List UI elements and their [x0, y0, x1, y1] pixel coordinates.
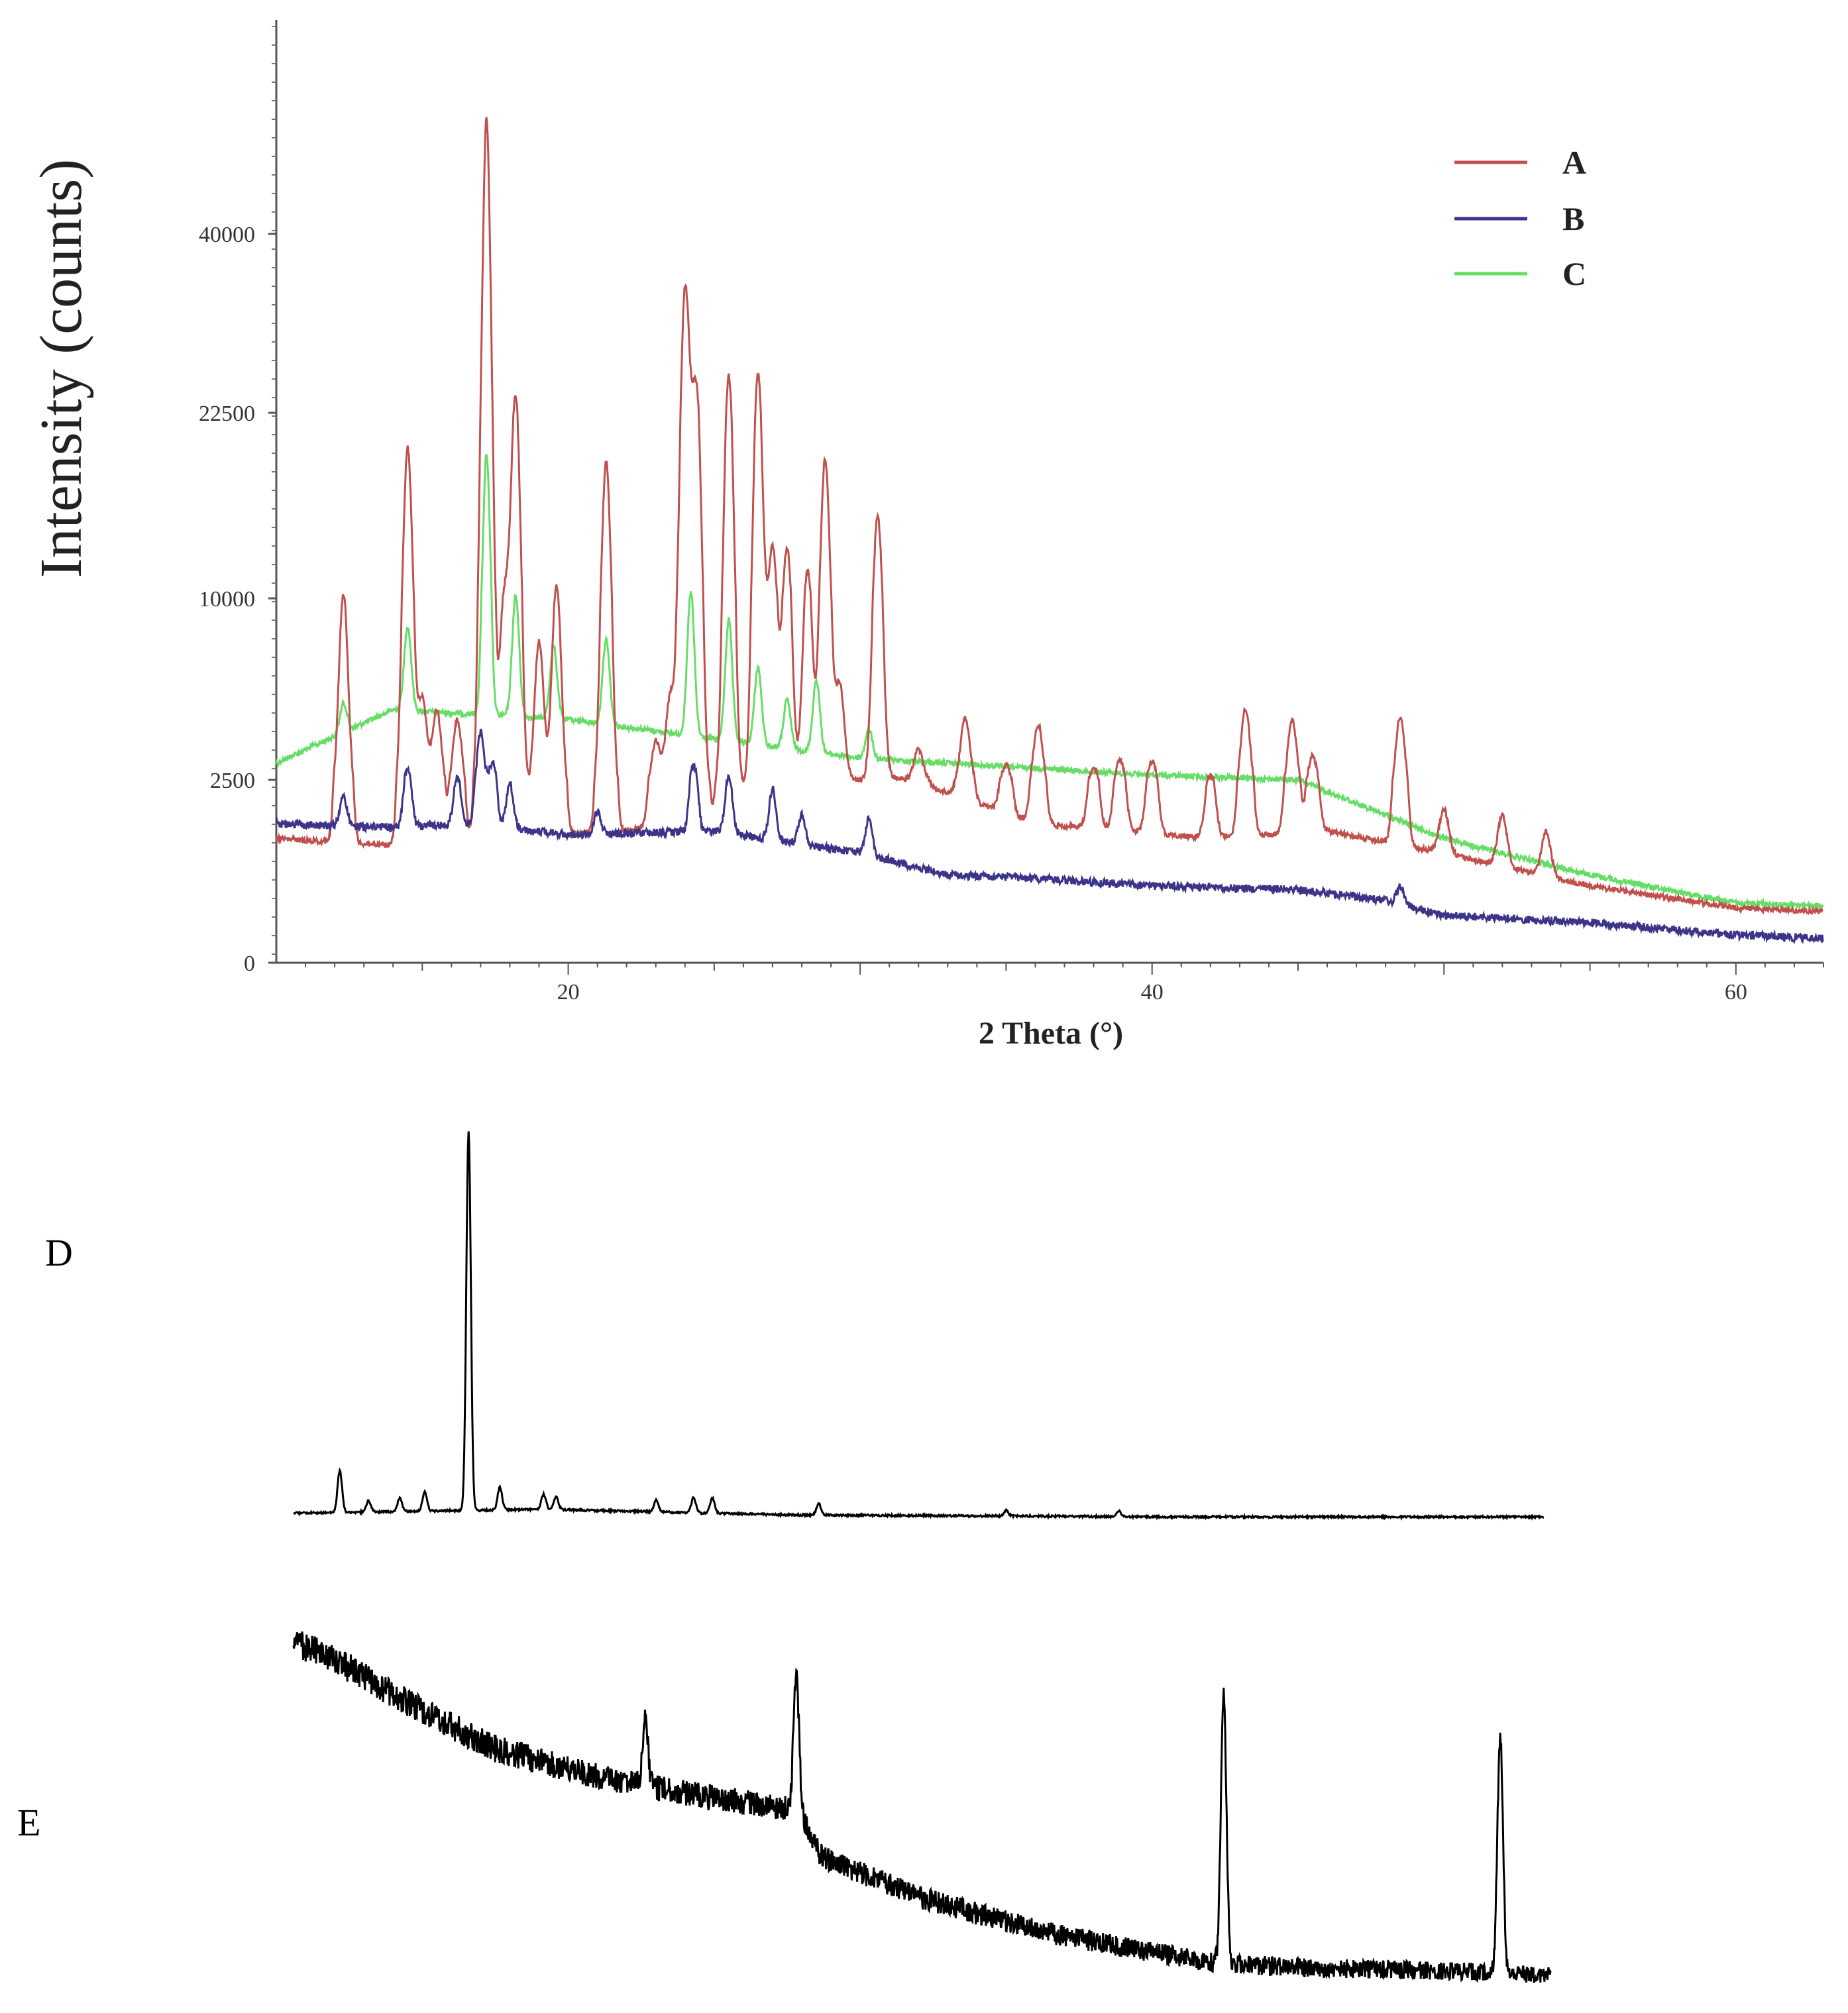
series-a-line [275, 117, 1823, 916]
y-tick-label: 40000 [199, 223, 255, 247]
x-tick-label: 60 [1725, 980, 1747, 1005]
legend-label-a: A [1562, 144, 1586, 181]
x-tick-label: 40 [1141, 980, 1164, 1005]
legend-label-c: C [1562, 255, 1586, 292]
xrd-pattern-e: E [17, 1631, 1552, 1984]
y-tick-label: 10000 [199, 587, 255, 612]
pattern-e-line [292, 1631, 1552, 1984]
legend: A B C [1454, 144, 1586, 292]
y-axis-title: Intensity (counts) [28, 159, 94, 578]
panel-label-d: D [45, 1231, 73, 1274]
x-tick-label: 20 [557, 980, 580, 1005]
xrd-pattern-d: D [45, 1131, 1545, 1521]
panel-label-e: E [17, 1801, 40, 1844]
pattern-d-line [293, 1131, 1545, 1521]
series-c-line [275, 453, 1824, 912]
x-axis-title: 2 Theta (°) [979, 1016, 1123, 1051]
y-tick-label: 22500 [199, 402, 255, 426]
legend-label-b: B [1562, 200, 1584, 237]
series-b-line [275, 728, 1824, 944]
y-tick-label: 2500 [210, 769, 255, 793]
y-tick-label: 0 [244, 952, 255, 976]
